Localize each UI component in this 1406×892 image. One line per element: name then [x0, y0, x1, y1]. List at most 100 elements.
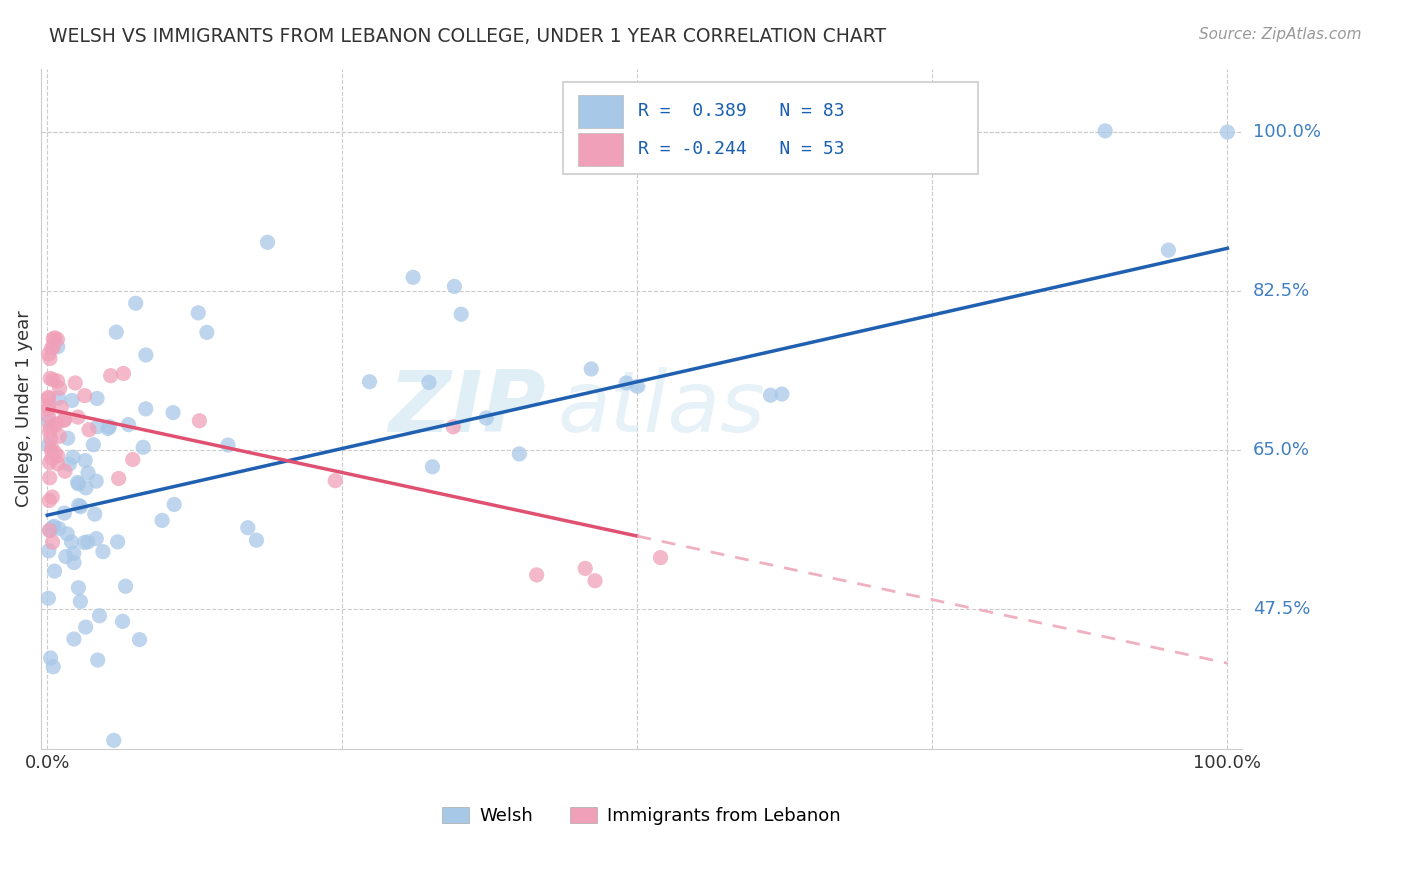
Point	[44, 331, 66, 345]
Point	[526, 568, 548, 582]
Point	[450, 307, 472, 321]
Point	[41, 444, 63, 458]
Point	[48, 429, 70, 443]
Text: ZIP: ZIP	[388, 368, 546, 450]
Point	[38, 544, 60, 558]
Point	[441, 420, 464, 434]
Point	[44, 417, 66, 432]
Point	[77, 423, 100, 437]
Point	[84, 474, 107, 488]
Point	[650, 550, 672, 565]
Point	[46, 374, 69, 388]
Point	[53, 506, 76, 520]
Text: WELSH VS IMMIGRANTS FROM LEBANON COLLEGE, UNDER 1 YEAR CORRELATION CHART: WELSH VS IMMIGRANTS FROM LEBANON COLLEGE…	[49, 27, 886, 45]
FancyBboxPatch shape	[564, 82, 977, 174]
Point	[39, 432, 62, 446]
Point	[422, 459, 444, 474]
Point	[37, 409, 59, 423]
Point	[84, 532, 107, 546]
Point	[1157, 243, 1180, 257]
Point	[125, 296, 148, 310]
Point	[112, 367, 135, 381]
Point	[48, 381, 70, 395]
Point	[89, 608, 111, 623]
Point	[67, 477, 90, 491]
Point	[66, 475, 89, 490]
Point	[46, 457, 69, 471]
Point	[56, 431, 79, 445]
Point	[39, 523, 62, 537]
Point	[67, 581, 90, 595]
Point	[44, 564, 66, 578]
Text: atlas: atlas	[557, 368, 765, 450]
Point	[41, 450, 63, 465]
Point	[581, 362, 603, 376]
Point	[41, 490, 63, 504]
Point	[162, 406, 184, 420]
Point	[75, 481, 97, 495]
Point	[121, 452, 143, 467]
Point	[402, 270, 425, 285]
Point	[58, 457, 80, 471]
Point	[82, 438, 104, 452]
Point	[245, 533, 267, 548]
Point	[46, 333, 69, 347]
Point	[73, 389, 96, 403]
Point	[42, 373, 65, 387]
Point	[65, 376, 87, 390]
Point	[42, 332, 65, 346]
Text: 82.5%: 82.5%	[1253, 282, 1310, 300]
Point	[475, 411, 498, 425]
Point	[37, 391, 59, 405]
Point	[41, 535, 63, 549]
Point	[38, 493, 60, 508]
Point	[163, 498, 186, 512]
Point	[236, 521, 259, 535]
Point	[60, 393, 83, 408]
Point	[60, 535, 83, 549]
Point	[38, 456, 60, 470]
Point	[770, 387, 793, 401]
Text: R = -0.244   N = 53: R = -0.244 N = 53	[638, 140, 845, 158]
Point	[55, 549, 77, 564]
Point	[150, 513, 173, 527]
Point	[42, 660, 65, 674]
Point	[91, 544, 114, 558]
Point	[37, 438, 59, 452]
Point	[39, 371, 62, 385]
Point	[44, 446, 66, 460]
Point	[46, 449, 69, 463]
Point	[75, 453, 97, 467]
Point	[107, 471, 129, 485]
Point	[66, 410, 89, 425]
Point	[56, 526, 79, 541]
Point	[42, 340, 65, 354]
Point	[53, 412, 76, 426]
Point	[105, 325, 128, 339]
Point	[86, 419, 108, 434]
Point	[98, 419, 121, 434]
Point	[111, 615, 134, 629]
Point	[508, 447, 530, 461]
Text: 65.0%: 65.0%	[1253, 441, 1310, 458]
FancyBboxPatch shape	[578, 95, 623, 128]
Point	[132, 440, 155, 454]
Point	[128, 632, 150, 647]
Point	[37, 414, 59, 428]
Point	[77, 466, 100, 480]
Point	[46, 340, 69, 354]
Point	[45, 417, 67, 431]
Point	[48, 391, 70, 405]
Point	[51, 401, 73, 415]
Point	[48, 522, 70, 536]
Point	[626, 379, 648, 393]
Point	[62, 546, 84, 560]
Point	[38, 425, 60, 439]
Point	[100, 368, 122, 383]
Point	[41, 341, 63, 355]
Point	[69, 594, 91, 608]
Text: 47.5%: 47.5%	[1253, 599, 1310, 618]
Point	[97, 421, 120, 435]
Point	[83, 507, 105, 521]
Point	[63, 632, 86, 646]
